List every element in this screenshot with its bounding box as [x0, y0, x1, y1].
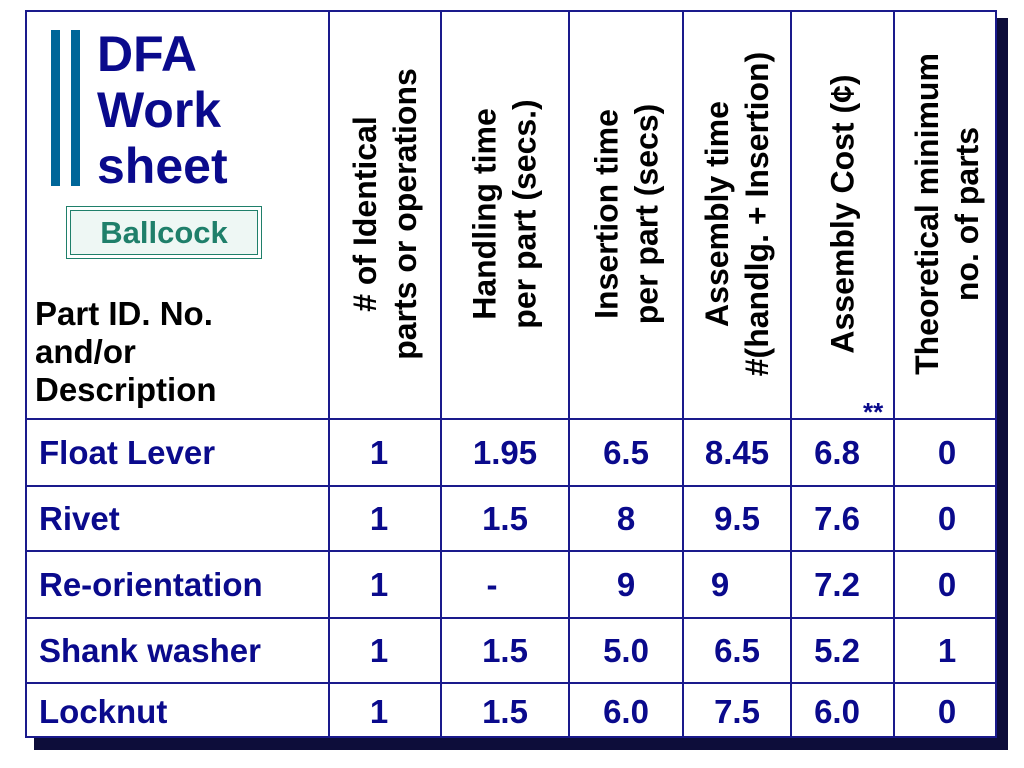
- table-cell: 0: [937, 499, 957, 537]
- row-divider: [27, 682, 995, 684]
- table-cell: 5.0: [603, 631, 649, 669]
- column-divider: [790, 12, 792, 736]
- dfa-worksheet-table: DFA Work sheet Ballcock Part ID. No. and…: [25, 10, 997, 738]
- table-cell: 1.5: [482, 631, 528, 669]
- column-header-assembly-cost: Assembly Cost (¢): [824, 74, 861, 354]
- row-divider: [27, 550, 995, 552]
- column-divider: [568, 12, 570, 736]
- table-cell-part-name: Locknut: [39, 693, 168, 730]
- table-cell: 9.5: [714, 499, 760, 537]
- table-cell: 1: [369, 631, 389, 669]
- table-cell-part-name: Rivet: [39, 499, 120, 537]
- table-cell: 0: [937, 433, 957, 471]
- row-divider: [27, 418, 995, 420]
- table-cell: 6.8: [814, 433, 860, 471]
- table-cell: 6.5: [714, 631, 760, 669]
- product-name: Ballcock: [70, 210, 258, 255]
- worksheet-title: DFA Work sheet: [97, 26, 228, 194]
- table-cell: 1: [369, 693, 389, 730]
- product-badge: Ballcock: [66, 206, 262, 259]
- table-cell: 1.5: [482, 693, 528, 730]
- column-divider: [440, 12, 442, 736]
- table-cell: 7.2: [814, 565, 860, 603]
- row-divider: [27, 485, 995, 487]
- table-cell: 1: [937, 631, 957, 669]
- table-cell: 8: [616, 499, 636, 537]
- column-divider: [682, 12, 684, 736]
- table-cell-part-name: Re-orientation: [39, 565, 263, 603]
- row-divider: [27, 617, 995, 619]
- table-cell: 0: [937, 565, 957, 603]
- column-header-identical-parts: # of Identical parts or operations: [347, 68, 424, 360]
- table-cell: 7.5: [714, 693, 760, 730]
- table-cell: 1.95: [472, 433, 538, 471]
- part-description-header: Part ID. No. and/or Description: [35, 295, 217, 408]
- table-cell: -: [486, 565, 498, 603]
- table-cell: 7.6: [814, 499, 860, 537]
- column-header-assembly-time: Assembly time #(handlg. + Insertion): [699, 51, 775, 377]
- column-divider: [893, 12, 895, 736]
- table-cell-part-name: Float Lever: [39, 433, 216, 471]
- table-cell: 9: [710, 565, 730, 603]
- table-cell: 9: [616, 565, 636, 603]
- table-cell: 1: [369, 499, 389, 537]
- table-cell: 6.5: [603, 433, 649, 471]
- table-cell: 8.45: [704, 433, 770, 471]
- column-divider: [328, 12, 330, 736]
- accent-bar: [51, 30, 60, 186]
- column-header-theoretical-minimum: Theoretical minimum no. of parts: [909, 53, 985, 375]
- table-cell: 0: [937, 693, 957, 730]
- table-cell: 1.5: [482, 499, 528, 537]
- column-header-insertion-time: Insertion time per part (secs): [588, 103, 664, 325]
- table-cell: 6.0: [603, 693, 649, 730]
- table-cell: 1: [369, 433, 389, 471]
- accent-bar: [71, 30, 80, 186]
- table-cell: 6.0: [814, 693, 860, 730]
- table-cell: 1: [369, 565, 389, 603]
- table-cell-part-name: Shank washer: [39, 631, 261, 669]
- footnote-marker: **: [863, 397, 884, 427]
- table-cell: 5.2: [814, 631, 860, 669]
- column-header-handling-time: Handling time per part (secs.): [467, 99, 544, 329]
